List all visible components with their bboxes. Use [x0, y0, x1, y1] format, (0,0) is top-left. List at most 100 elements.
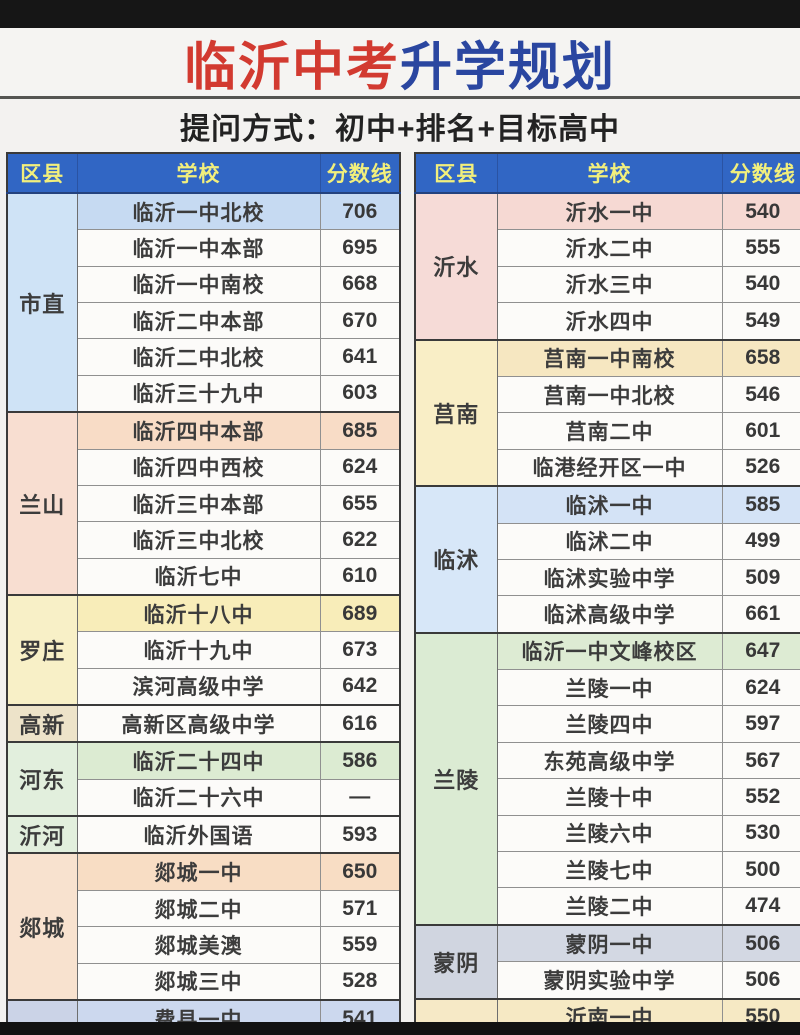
- table-row: 兰陵十中 552: [415, 778, 800, 816]
- score-cell: 622: [319, 521, 401, 559]
- top-black-bar: [0, 0, 800, 28]
- school-cell: 临沭二中: [496, 522, 723, 560]
- score-cell: 586: [319, 741, 401, 780]
- title-divider: [0, 96, 800, 99]
- score-cell: 624: [721, 669, 800, 707]
- table-row: 临沂三中本部 655: [7, 484, 401, 523]
- table-row: 临沂一中本部 695: [7, 229, 401, 267]
- table-row: 沂水四中 549: [415, 302, 800, 341]
- table-row: 临沂二中北校 641: [7, 338, 401, 376]
- school-cell: 蒙阴实验中学: [496, 961, 723, 1000]
- header-row: 区县 学校 分数线: [6, 152, 401, 194]
- table-row: 郯城三中 528: [7, 962, 401, 1001]
- score-cell: 641: [319, 338, 401, 376]
- table-row: 兰陵六中 530: [415, 814, 800, 853]
- school-cell: 临沂十九中: [76, 631, 321, 669]
- school-cell: 沂水四中: [496, 302, 723, 341]
- score-cell: 642: [319, 667, 401, 706]
- school-cell: 郯城一中: [76, 852, 321, 891]
- school-cell: 临沭实验中学: [496, 558, 723, 597]
- table-row: 沂水三中 540: [415, 265, 800, 304]
- table-row: 兰陵七中 500: [415, 851, 800, 889]
- school-cell: 临沂一中文峰校区: [496, 631, 723, 671]
- table-row: 郯城二中 571: [7, 889, 401, 928]
- school-cell: 临沂一中南校: [76, 265, 321, 304]
- district-cell: 罗庄: [6, 593, 78, 706]
- district-cell: 市直: [6, 191, 78, 413]
- district-cell: 高新: [6, 704, 78, 743]
- score-cell: 540: [721, 265, 800, 304]
- score-cell: 530: [721, 814, 800, 853]
- score-cell: 593: [319, 815, 401, 854]
- page-title: 临沂中考 升学规划: [0, 28, 800, 97]
- table-row: 兰山 临沂四中本部 685: [6, 411, 401, 596]
- table-row: 兰陵四中 597: [415, 705, 800, 743]
- left-score-table: 区县 学校 分数线 市直 临沂一中北校 706 临沂一中本部 695 临沂一中南校 668 临沂二…: [6, 152, 401, 1035]
- district-cell: 郯城: [6, 852, 78, 1001]
- table-row: 临沂二中本部 670: [7, 302, 401, 340]
- school-cell: 滨河高级中学: [76, 667, 321, 706]
- school-cell: 临沂三中北校: [76, 521, 321, 559]
- school-cell: 郯城美澳: [76, 926, 321, 964]
- school-cell: 临沭高级中学: [496, 595, 723, 634]
- school-cell: 临沂一中本部: [76, 229, 321, 267]
- score-cell: 668: [319, 265, 401, 304]
- school-cell: 临沂四中西校: [76, 448, 321, 486]
- district-cell: 沂水: [414, 192, 498, 341]
- score-cell: 658: [721, 338, 800, 377]
- district-cell: 蒙阴: [414, 923, 498, 1000]
- column-header: 学校: [496, 152, 723, 194]
- score-cell: 555: [721, 229, 800, 267]
- subtitle: 提问方式：初中+排名+目标高中: [0, 99, 800, 152]
- score-cell: 695: [319, 229, 401, 267]
- score-cell: 499: [721, 522, 800, 560]
- score-cell: 571: [319, 889, 401, 928]
- school-cell: 沂水三中: [496, 265, 723, 304]
- school-cell: 临沂三十九中: [76, 374, 321, 413]
- score-cell: 597: [721, 705, 800, 743]
- school-cell: 兰陵六中: [496, 814, 723, 853]
- score-cell: 655: [319, 484, 401, 523]
- district-cell: 临沭: [414, 485, 498, 634]
- school-cell: 莒南二中: [496, 412, 723, 450]
- score-cell: 661: [721, 595, 800, 634]
- school-cell: 临沂二中北校: [76, 338, 321, 376]
- score-cell: 559: [319, 926, 401, 964]
- school-cell: 临沂三中本部: [76, 484, 321, 523]
- table-row: 罗庄 临沂十八中 689: [6, 593, 401, 706]
- table-row: 河东 临沂二十四中 586: [6, 741, 401, 817]
- score-cell: 506: [721, 923, 800, 963]
- table-row: 沂水二中 555: [415, 229, 800, 267]
- table-row: 临沂七中 610: [7, 557, 401, 596]
- district-cell: 沂河: [6, 815, 78, 854]
- school-cell: 蒙阴一中: [496, 923, 723, 963]
- score-cell: 528: [319, 962, 401, 1001]
- table-row: 沂水 沂水一中 540: [414, 192, 800, 341]
- title-blue-part: 升学规划: [400, 38, 617, 97]
- table-row: 蒙阴实验中学 506: [415, 961, 800, 1000]
- score-cell: 506: [721, 961, 800, 1000]
- school-cell: 兰陵四中: [496, 705, 723, 743]
- right-score-table: 区县 学校 分数线 沂水 沂水一中 540 沂水二中 555 沂水三中 540 沂水四中 549 莒南…: [414, 152, 800, 1035]
- score-cell: 670: [319, 302, 401, 340]
- score-cell: 685: [319, 411, 401, 450]
- table-row: 郯城美澳 559: [7, 926, 401, 964]
- score-cell: 689: [319, 593, 401, 633]
- table-row: 市直 临沂一中北校 706: [6, 191, 401, 413]
- school-cell: 临沂十八中: [76, 593, 321, 633]
- table-row: 临沂三中北校 622: [7, 521, 401, 559]
- school-cell: 临沂四中本部: [76, 411, 321, 450]
- school-cell: 郯城二中: [76, 889, 321, 928]
- column-header: 分数线: [721, 152, 800, 194]
- table-row: 临沭实验中学 509: [415, 558, 800, 597]
- score-cell: 585: [721, 485, 800, 524]
- score-cell: 603: [319, 374, 401, 413]
- score-cell: 610: [319, 557, 401, 596]
- school-cell: 兰陵一中: [496, 669, 723, 707]
- table-row: 莒南二中 601: [415, 412, 800, 450]
- score-cell: 500: [721, 851, 800, 889]
- table-row: 临沂一中南校 668: [7, 265, 401, 304]
- column-header: 区县: [414, 152, 498, 194]
- score-cell: 540: [721, 192, 800, 231]
- column-header: 区县: [6, 152, 78, 194]
